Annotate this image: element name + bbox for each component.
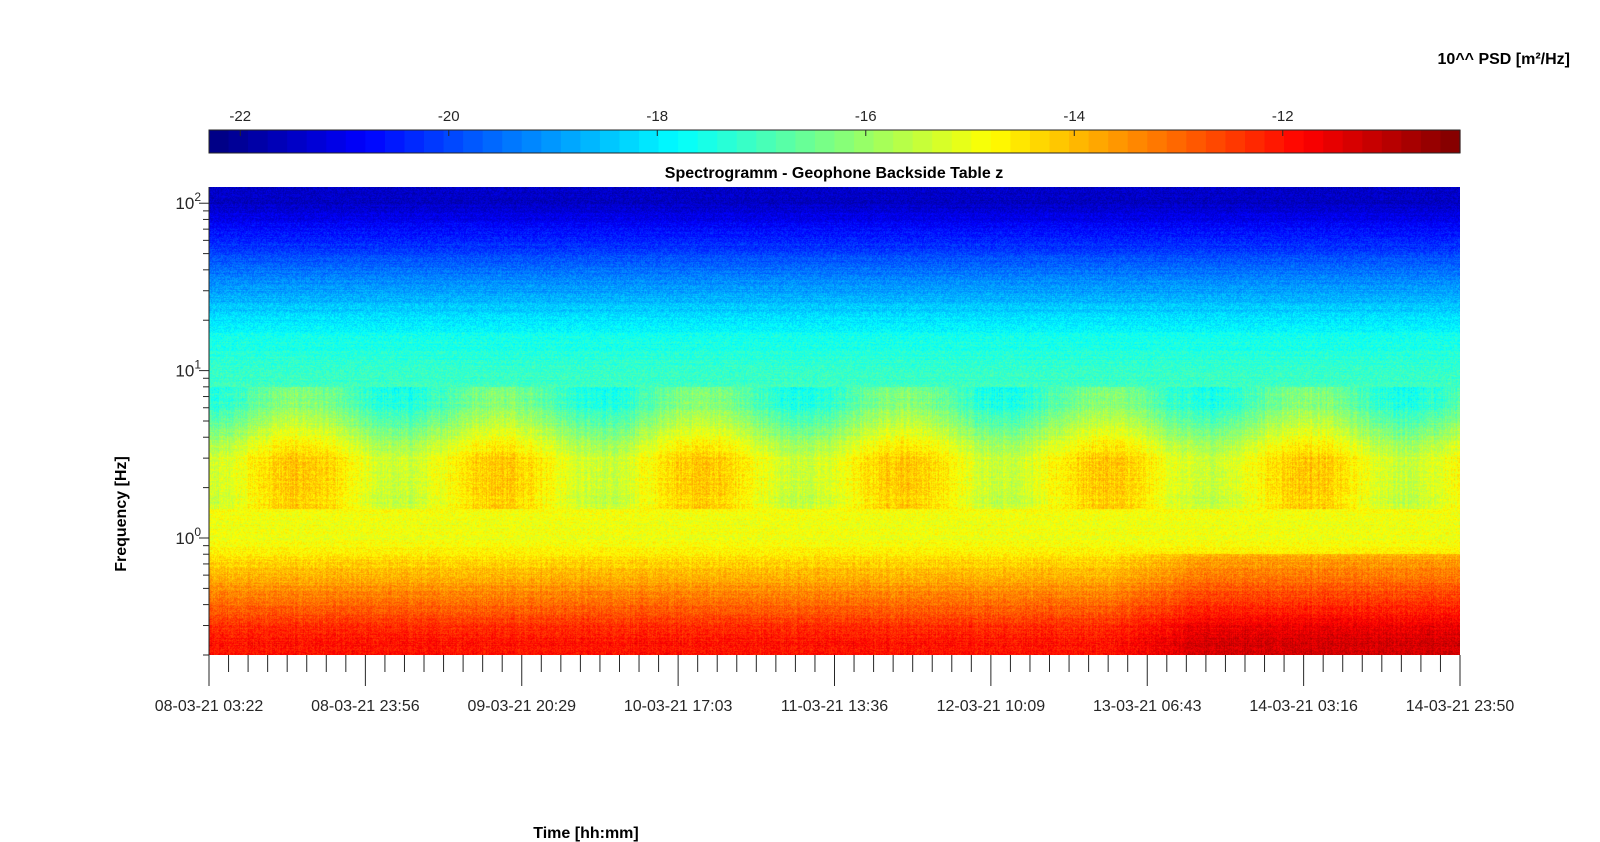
colorbar-cell <box>443 130 464 153</box>
colorbar-cell <box>267 130 288 153</box>
colorbar-cell <box>1205 130 1227 153</box>
colorbar-cell <box>521 130 542 153</box>
colorbar-tick-label: -22 <box>229 108 251 125</box>
colorbar-cell <box>1244 130 1266 153</box>
colorbar-tick-label: -14 <box>1063 108 1085 125</box>
colorbar-cell <box>1010 130 1031 153</box>
x-tick-label: 14-03-21 03:16 <box>1249 698 1358 715</box>
x-axis: 08-03-21 03:22 08-03-21 23:56 09-03-21 20:… <box>155 655 1515 715</box>
colorbar-cell <box>365 130 386 153</box>
y-axis: 100 101 102 <box>175 187 210 656</box>
colorbar-cell <box>306 130 327 153</box>
x-tick-label: 13-03-21 06:43 <box>1093 698 1202 715</box>
colorbar-cell <box>1186 130 1207 153</box>
colorbar-cell <box>1166 130 1187 153</box>
y-axis-label: Frequency [Hz] <box>113 456 130 572</box>
colorbar-cell <box>1147 130 1168 153</box>
colorbar-tick-label: -18 <box>646 108 668 125</box>
colorbar-cell <box>1303 130 1324 153</box>
colorbar-label: 10^^ PSD [m²/Hz] <box>1438 51 1570 68</box>
y-tick-label: 101 <box>175 358 201 381</box>
x-tick-label: 08-03-21 23:56 <box>311 698 420 715</box>
colorbar-cell <box>1088 130 1109 153</box>
colorbar-cell <box>248 130 269 153</box>
colorbar-cell <box>482 130 503 153</box>
colorbar-cell <box>854 130 875 153</box>
colorbar-cell <box>951 130 972 153</box>
colorbar-cell <box>1401 130 1422 153</box>
colorbar-cell <box>717 130 738 153</box>
colorbar-cell <box>580 130 601 153</box>
colorbar-cell <box>287 130 308 153</box>
colorbar-cell <box>990 130 1012 153</box>
chart-title: Spectrogramm - Geophone Backside Table z <box>665 165 1003 182</box>
colorbar-cell <box>228 130 249 153</box>
colorbar-cell <box>912 130 933 153</box>
colorbar-tick-label: -20 <box>438 108 460 125</box>
colorbar-cell <box>873 130 894 153</box>
x-tick-label: 14-03-21 23:50 <box>1406 698 1515 715</box>
colorbar-cell <box>1362 130 1383 153</box>
colorbar-cell <box>1440 130 1461 153</box>
colorbar-cell <box>1420 130 1442 153</box>
colorbar-cell <box>1323 130 1344 153</box>
x-tick-label: 08-03-21 03:22 <box>155 698 264 715</box>
colorbar-cell <box>1108 130 1129 153</box>
colorbar-cell <box>834 130 855 153</box>
colorbar-cell <box>678 130 699 153</box>
colorbar-cell <box>424 130 445 153</box>
colorbar-cell <box>345 130 366 153</box>
x-tick-label: 12-03-21 10:09 <box>937 698 1046 715</box>
colorbar-cell <box>1029 130 1051 153</box>
colorbar-cell <box>795 130 816 153</box>
colorbar-cell <box>541 130 562 153</box>
colorbar-cell <box>502 130 523 153</box>
colorbar-tick-label: -16 <box>855 108 877 125</box>
colorbar-cell <box>1381 130 1402 153</box>
colorbar-cell <box>619 130 640 153</box>
colorbar-cell <box>697 130 718 153</box>
colorbar-cell <box>1264 130 1285 153</box>
colorbar-cell <box>326 130 347 153</box>
colorbar-cell <box>775 130 797 153</box>
x-tick-label: 11-03-21 13:36 <box>781 698 888 715</box>
colorbar-cell <box>1284 130 1305 153</box>
colorbar-cell <box>658 130 679 153</box>
colorbar-cell <box>1127 130 1148 153</box>
colorbar-cell <box>560 130 581 153</box>
colorbar-cell <box>736 130 757 153</box>
colorbar-cell <box>404 130 425 153</box>
plot-area: 100 101 102 08-03-21 03:22 08-03-21 23:56 09… <box>155 187 1515 715</box>
colorbar-cell <box>384 130 406 153</box>
colorbar-cell <box>1069 130 1090 153</box>
colorbar-cell <box>971 130 992 153</box>
spectrogram-image <box>209 187 1460 655</box>
colorbar-cell <box>463 130 484 153</box>
colorbar-cell <box>1225 130 1246 153</box>
x-tick-label: 09-03-21 20:29 <box>467 698 576 715</box>
x-axis-label: Time [hh:mm] <box>533 825 638 842</box>
colorbar-cell <box>932 130 953 153</box>
colorbar: -22 -20 -18 -16 -14 -12 10^^ PSD [m²/Hz] <box>208 51 1570 154</box>
y-tick-label: 100 <box>175 525 201 548</box>
colorbar-cell <box>209 130 230 153</box>
colorbar-tick-label: -12 <box>1272 108 1294 125</box>
colorbar-cell <box>893 130 914 153</box>
colorbar-cell <box>1049 130 1070 153</box>
colorbar-cell <box>756 130 777 153</box>
y-tick-label: 102 <box>175 190 201 213</box>
colorbar-cell <box>814 130 836 153</box>
x-tick-label: 10-03-21 17:03 <box>624 698 733 715</box>
colorbar-cell <box>599 130 621 153</box>
colorbar-cell <box>639 130 660 153</box>
colorbar-cell <box>1342 130 1363 153</box>
colorbar-frame <box>208 129 1461 154</box>
